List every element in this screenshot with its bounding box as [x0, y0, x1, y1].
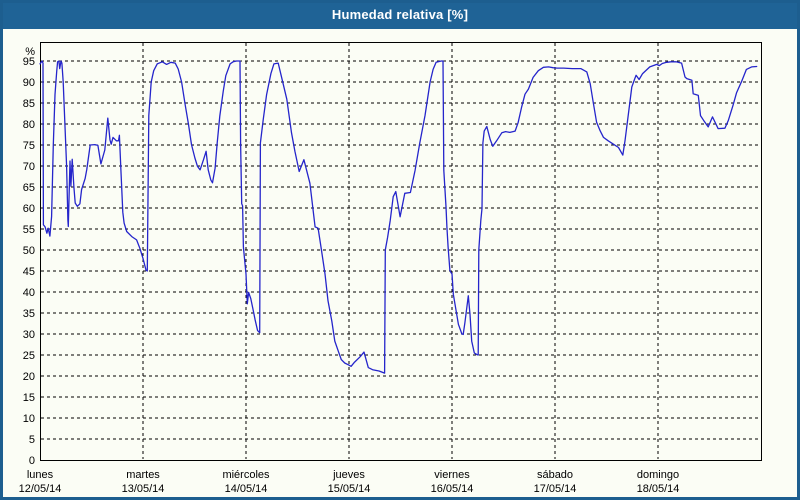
title-bar: Humedad relativa [%] — [0, 0, 800, 29]
y-tick-label: 60 — [23, 203, 35, 215]
y-tick-label: 90 — [23, 77, 35, 89]
y-tick-label: 0 — [29, 455, 35, 467]
x-day-date-label: 17/05/14 — [534, 483, 577, 495]
y-axis-unit-label: % — [25, 46, 35, 58]
y-tick-label: 80 — [23, 119, 35, 131]
y-tick-label: 20 — [23, 371, 35, 383]
y-tick-label: 5 — [29, 434, 35, 446]
x-day-name-label: miércoles — [222, 469, 270, 481]
y-tick-label: 55 — [23, 224, 35, 236]
chart-title: Humedad relativa [%] — [331, 7, 469, 22]
x-day-name-label: sábado — [537, 469, 573, 481]
humidity-series-line — [39, 60, 758, 374]
x-day-name-label: lunes — [27, 469, 54, 481]
y-tick-label: 30 — [23, 329, 35, 341]
x-day-name-label: viernes — [434, 469, 470, 481]
y-tick-label: 75 — [23, 140, 35, 152]
y-tick-label: 40 — [23, 287, 35, 299]
y-tick-label: 95 — [23, 56, 35, 68]
x-day-date-label: 14/05/14 — [225, 483, 268, 495]
y-tick-label: 85 — [23, 98, 35, 110]
x-day-name-label: martes — [126, 469, 160, 481]
x-day-name-label: domingo — [637, 469, 679, 481]
y-tick-label: 35 — [23, 308, 35, 320]
plot-box — [40, 42, 762, 461]
x-day-date-label: 15/05/14 — [328, 483, 371, 495]
x-day-date-label: 12/05/14 — [19, 483, 62, 495]
x-day-date-label: 13/05/14 — [122, 483, 165, 495]
y-tick-label: 50 — [23, 245, 35, 257]
y-tick-label: 15 — [23, 392, 35, 404]
y-tick-label: 10 — [23, 413, 35, 425]
y-tick-label: 25 — [23, 350, 35, 362]
y-tick-label: 45 — [23, 266, 35, 278]
x-day-date-label: 18/05/14 — [637, 483, 680, 495]
x-day-name-label: jueves — [332, 469, 365, 481]
y-tick-label: 65 — [23, 182, 35, 194]
y-tick-label: 70 — [23, 161, 35, 173]
x-day-date-label: 16/05/14 — [431, 483, 474, 495]
